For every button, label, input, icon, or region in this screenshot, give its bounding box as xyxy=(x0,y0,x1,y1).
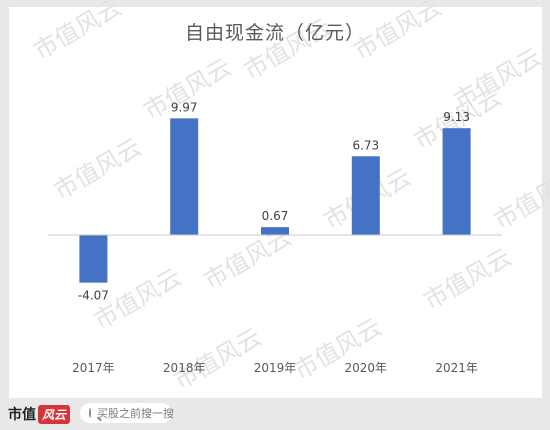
watermark-text: 市值风云 xyxy=(419,243,516,315)
brand-name: 市值 xyxy=(8,407,36,423)
watermark-text: 市值风云 xyxy=(169,323,266,395)
value-label: -4.07 xyxy=(78,289,109,303)
category-label: 2018年 xyxy=(163,361,206,375)
value-label: 6.73 xyxy=(352,138,379,152)
category-label: 2021年 xyxy=(435,361,478,375)
bars-layer xyxy=(79,118,471,283)
footer-bar: 市值 风云 买股之前搜一搜 xyxy=(0,398,550,430)
bar-2018年 xyxy=(170,118,199,235)
search-box[interactable]: 买股之前搜一搜 xyxy=(80,403,174,423)
value-label: 0.67 xyxy=(262,209,289,223)
chart-title: 自由现金流（亿元） xyxy=(184,22,365,44)
category-label: 2019年 xyxy=(254,361,297,375)
brand-logo[interactable]: 市值 风云 xyxy=(8,403,71,425)
value-label: 9.97 xyxy=(171,100,198,114)
value-labels-layer: -4.07 9.97 0.67 6.73 9.13 xyxy=(78,100,470,302)
value-label: 9.13 xyxy=(443,110,470,124)
brand-badge: 风云 xyxy=(38,404,71,424)
bar-2021年 xyxy=(442,128,471,235)
category-label: 2017年 xyxy=(72,361,115,375)
search-placeholder: 买股之前搜一搜 xyxy=(97,407,174,420)
search-icon xyxy=(89,408,91,418)
category-label: 2020年 xyxy=(345,361,388,375)
bar-2020年 xyxy=(351,156,380,235)
category-labels-layer: 2017年 2018年 2019年 2020年 2021年 xyxy=(72,361,478,375)
bar-2019年 xyxy=(261,227,289,235)
watermark-text: 市值风云 xyxy=(489,163,550,235)
bar-2017年 xyxy=(79,235,108,283)
watermark-text: 市值风云 xyxy=(49,133,146,205)
